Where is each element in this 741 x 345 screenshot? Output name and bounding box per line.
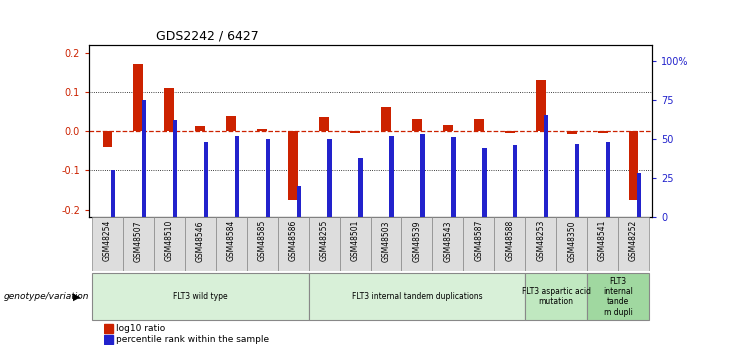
Bar: [505, 131, 515, 133]
Bar: [525, 273, 587, 320]
Bar: [111, 170, 115, 217]
Bar: [278, 217, 308, 271]
Bar: [308, 273, 525, 320]
Bar: [494, 217, 525, 271]
Bar: [606, 142, 611, 217]
Bar: [618, 217, 649, 271]
Text: log10 ratio: log10 ratio: [116, 324, 165, 333]
Bar: [514, 145, 517, 217]
Bar: [420, 134, 425, 217]
Bar: [165, 88, 174, 131]
Text: GSM48588: GSM48588: [505, 220, 514, 261]
Bar: [104, 335, 113, 344]
Bar: [443, 125, 453, 131]
Text: GSM48586: GSM48586: [289, 220, 298, 262]
Text: GSM48503: GSM48503: [382, 220, 391, 262]
Text: GSM48507: GSM48507: [134, 220, 143, 262]
Bar: [226, 116, 236, 131]
Text: percentile rank within the sample: percentile rank within the sample: [116, 335, 269, 344]
Bar: [257, 129, 268, 131]
Bar: [235, 136, 239, 217]
Text: FLT3
internal
tande
m dupli: FLT3 internal tande m dupli: [603, 277, 633, 317]
Bar: [567, 131, 576, 134]
Bar: [216, 217, 247, 271]
Bar: [637, 174, 641, 217]
Text: GDS2242 / 6427: GDS2242 / 6427: [156, 29, 259, 42]
Bar: [389, 136, 393, 217]
Text: GSM48539: GSM48539: [413, 220, 422, 262]
Bar: [173, 120, 177, 217]
Bar: [575, 144, 579, 217]
Text: GSM48543: GSM48543: [443, 220, 452, 262]
Bar: [123, 217, 154, 271]
Bar: [288, 131, 298, 200]
Bar: [587, 217, 618, 271]
Text: GSM48254: GSM48254: [103, 220, 112, 262]
Bar: [154, 217, 185, 271]
Bar: [598, 131, 608, 133]
Bar: [463, 217, 494, 271]
Bar: [328, 139, 332, 217]
Bar: [451, 137, 456, 217]
Bar: [265, 139, 270, 217]
Text: GSM48541: GSM48541: [598, 220, 607, 262]
Bar: [402, 217, 433, 271]
Bar: [587, 273, 649, 320]
Bar: [92, 217, 123, 271]
Text: genotype/variation: genotype/variation: [4, 292, 89, 301]
Text: GSM48252: GSM48252: [629, 220, 638, 261]
Bar: [370, 217, 402, 271]
Bar: [196, 126, 205, 131]
Bar: [133, 65, 143, 131]
Text: GSM48510: GSM48510: [165, 220, 174, 262]
Bar: [319, 117, 329, 131]
Bar: [104, 324, 113, 333]
Text: GSM48584: GSM48584: [227, 220, 236, 262]
Bar: [359, 158, 363, 217]
Bar: [628, 131, 639, 200]
Bar: [381, 107, 391, 131]
Bar: [544, 116, 548, 217]
Bar: [247, 217, 278, 271]
Text: GSM48253: GSM48253: [536, 220, 545, 262]
Text: GSM48585: GSM48585: [258, 220, 267, 262]
Bar: [556, 217, 587, 271]
Text: FLT3 internal tandem duplications: FLT3 internal tandem duplications: [351, 292, 482, 301]
Text: GSM48255: GSM48255: [319, 220, 328, 262]
Text: FLT3 aspartic acid
mutation: FLT3 aspartic acid mutation: [522, 287, 591, 306]
Bar: [339, 217, 370, 271]
Bar: [473, 119, 484, 131]
Text: GSM48587: GSM48587: [474, 220, 483, 262]
Bar: [536, 80, 545, 131]
Text: GSM48546: GSM48546: [196, 220, 205, 262]
Bar: [482, 148, 487, 217]
Text: GSM48501: GSM48501: [350, 220, 359, 262]
Bar: [185, 217, 216, 271]
Bar: [308, 217, 339, 271]
Text: FLT3 wild type: FLT3 wild type: [173, 292, 227, 301]
Bar: [350, 131, 360, 133]
Bar: [142, 100, 146, 217]
Bar: [296, 186, 301, 217]
Text: ▶: ▶: [73, 292, 80, 302]
Bar: [525, 217, 556, 271]
Bar: [433, 217, 463, 271]
Text: GSM48350: GSM48350: [567, 220, 576, 262]
Bar: [204, 142, 208, 217]
Bar: [412, 119, 422, 131]
Bar: [92, 273, 308, 320]
Bar: [102, 131, 113, 147]
